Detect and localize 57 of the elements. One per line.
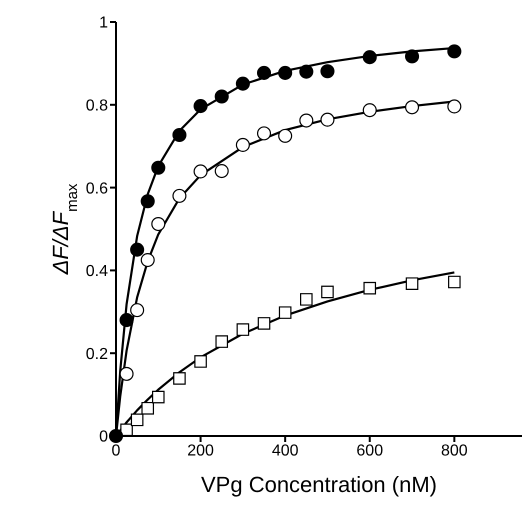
point xyxy=(278,128,292,143)
y-tick-label: 0 xyxy=(99,428,108,446)
point xyxy=(151,160,166,175)
point xyxy=(194,164,208,178)
point xyxy=(236,76,250,91)
point xyxy=(447,44,462,58)
point xyxy=(130,242,144,257)
point xyxy=(194,99,208,114)
point xyxy=(140,194,155,208)
point xyxy=(172,128,186,142)
point xyxy=(362,50,377,64)
point xyxy=(120,313,134,328)
point xyxy=(258,317,270,330)
point xyxy=(299,64,314,79)
x-tick-label: 600 xyxy=(356,442,384,460)
point xyxy=(130,414,144,426)
y-tick-label: 0.6 xyxy=(86,180,108,198)
point xyxy=(362,103,377,118)
point xyxy=(215,335,228,348)
point xyxy=(120,366,134,381)
point xyxy=(278,66,292,80)
point xyxy=(194,355,207,368)
point xyxy=(321,286,334,298)
y-tick-label: 0.4 xyxy=(86,263,108,280)
point xyxy=(256,126,272,140)
point xyxy=(300,293,313,306)
point xyxy=(172,188,186,203)
point xyxy=(108,428,124,444)
x-tick-label: 800 xyxy=(440,442,468,460)
x-tick-label: 400 xyxy=(272,442,299,460)
point xyxy=(256,66,272,80)
point xyxy=(141,402,154,415)
y-tick-label: 0.8 xyxy=(86,97,108,114)
point xyxy=(278,306,292,319)
x-tick-label: 0 xyxy=(112,442,121,460)
y-tick-label: 0.2 xyxy=(86,346,108,363)
point xyxy=(140,253,155,268)
point xyxy=(320,64,334,78)
point xyxy=(130,303,144,318)
point xyxy=(299,114,314,128)
y-tick-label: 1 xyxy=(99,14,108,32)
point xyxy=(447,99,462,114)
point xyxy=(406,277,418,290)
point xyxy=(405,100,420,114)
point xyxy=(214,90,229,104)
point xyxy=(236,138,250,152)
point xyxy=(448,276,461,288)
point xyxy=(173,372,186,385)
point xyxy=(363,282,376,295)
point xyxy=(151,217,166,232)
point xyxy=(152,390,165,404)
x-tick-label: 200 xyxy=(187,442,214,460)
x-axis-title: VPg Concentration (nM) xyxy=(201,472,437,497)
point xyxy=(214,164,229,178)
point xyxy=(320,112,334,127)
point xyxy=(236,323,250,336)
point xyxy=(405,49,420,64)
